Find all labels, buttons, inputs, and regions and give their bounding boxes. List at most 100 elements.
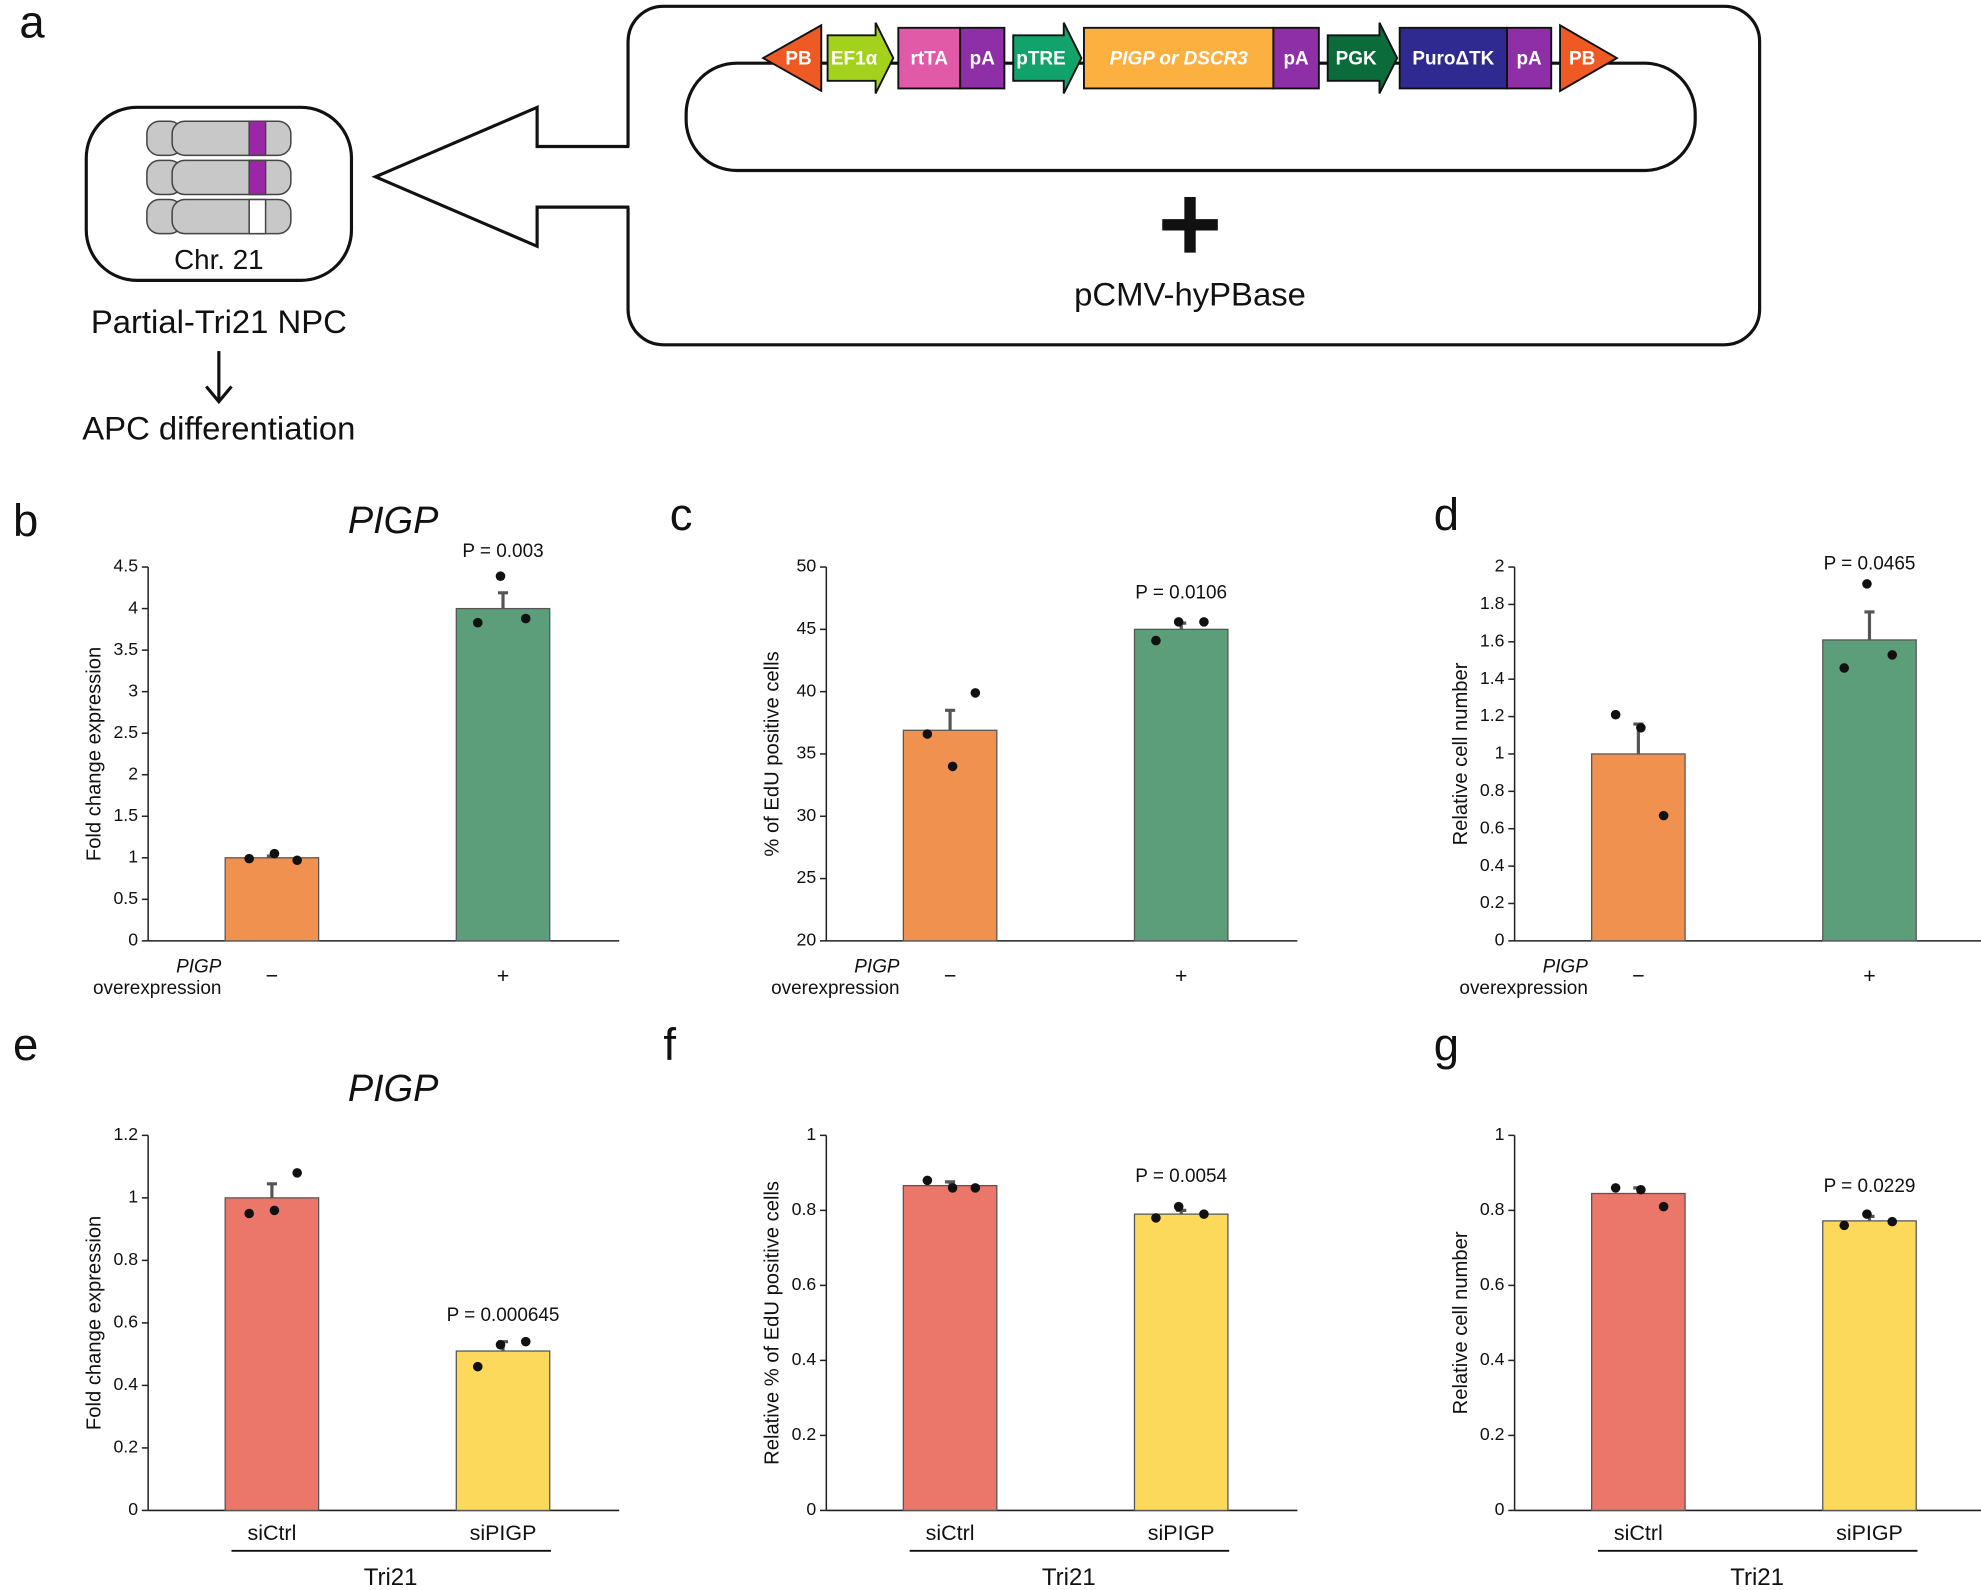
y-tick-label: 2.5 <box>113 722 138 742</box>
vector-element <box>1272 26 1320 90</box>
panel-label: b <box>13 495 38 546</box>
annotation: P = 0.000645 <box>447 1305 560 1326</box>
bar <box>455 1350 551 1512</box>
bar <box>902 1184 998 1512</box>
element-label: pTRE <box>1016 48 1065 69</box>
vector-element <box>761 23 823 93</box>
chart-title: PIGP <box>348 1068 439 1110</box>
vector-element <box>959 26 1006 90</box>
y-tick-label: 0.6 <box>1480 1274 1505 1294</box>
y-tick-label: 0.8 <box>792 1199 817 1219</box>
data-point <box>1839 663 1850 673</box>
y-tick-label: 0.6 <box>113 1312 138 1332</box>
data-point <box>269 1205 280 1216</box>
vector-element <box>1012 22 1083 94</box>
bar <box>1133 628 1229 942</box>
bar <box>1822 1220 1917 1512</box>
down-arrow-head <box>205 385 233 405</box>
annotation: P = 0.0054 <box>1135 1166 1227 1187</box>
y-tick-label: 0.4 <box>113 1374 138 1394</box>
data-point <box>520 1336 531 1347</box>
x-axis-label: overexpression <box>771 978 899 999</box>
y-tick-label: 0 <box>1495 930 1505 950</box>
bar <box>1133 1213 1229 1512</box>
y-axis-label: Fold change expression <box>83 1216 105 1430</box>
data-point <box>1610 1183 1621 1193</box>
data-point <box>1636 722 1646 733</box>
data-point <box>1887 1216 1898 1227</box>
group-label: Tri21 <box>1042 1564 1096 1590</box>
x-tick-label: siCtrl <box>1614 1521 1663 1545</box>
data-point <box>244 853 254 864</box>
x-tick-label: + <box>497 964 510 988</box>
data-point <box>1173 617 1184 627</box>
error-bar <box>497 591 509 609</box>
y-axis-label: Fold change expression <box>83 647 105 861</box>
vector-element <box>1506 26 1553 90</box>
x-tick-label: + <box>1175 964 1188 988</box>
panel-label: c <box>670 489 693 540</box>
x-tick-label: siPIGP <box>1836 1521 1903 1545</box>
data-point <box>922 1175 933 1186</box>
data-point <box>1839 1220 1850 1231</box>
y-tick-label: 40 <box>797 680 817 700</box>
element-label: rtTA <box>910 48 948 69</box>
y-tick-label: 1.8 <box>1480 593 1505 613</box>
x-axis-label: PIGP <box>1543 956 1589 977</box>
error-bar <box>1864 610 1875 640</box>
y-tick-label: 1.6 <box>1480 630 1505 650</box>
cell-label: Partial-Tri21 NPC <box>91 303 347 340</box>
x-axis-label: overexpression <box>93 978 221 999</box>
x-tick-label: siCtrl <box>247 1521 296 1545</box>
x-tick-label: − <box>944 964 957 988</box>
element-label: PB <box>785 48 811 69</box>
y-axis-label: Relative cell number <box>1450 1231 1472 1414</box>
element-label: PIGP or DSCR3 <box>1110 48 1249 69</box>
panel-label: d <box>1434 489 1459 540</box>
error-bar <box>945 708 956 731</box>
data-point <box>1610 709 1621 720</box>
element-label: PB <box>1569 48 1595 69</box>
x-axis-label: PIGP <box>176 956 222 977</box>
y-tick-label: 35 <box>797 743 817 763</box>
y-tick-label: 0.2 <box>792 1424 817 1444</box>
y-tick-label: 0 <box>806 1499 816 1519</box>
data-point <box>1173 1201 1184 1212</box>
data-point <box>1862 579 1872 589</box>
x-tick-label: + <box>1863 964 1876 988</box>
y-tick-label: 0.2 <box>1480 892 1505 912</box>
y-tick-label: 1 <box>1495 743 1505 763</box>
y-tick-label: 0 <box>128 930 138 950</box>
annotation: P = 0.0465 <box>1824 554 1916 575</box>
y-tick-label: 1.5 <box>113 805 138 825</box>
y-tick-label: 4 <box>128 597 138 617</box>
data-point <box>520 613 531 624</box>
error-bar <box>266 1182 277 1198</box>
group-label: Tri21 <box>1730 1564 1784 1590</box>
element-label: PuroΔTK <box>1412 48 1494 69</box>
y-tick-label: 0.4 <box>792 1349 817 1369</box>
element-label: pA <box>970 48 996 69</box>
y-tick-label: 25 <box>797 867 817 887</box>
y-tick-label: 3 <box>128 680 138 700</box>
y-tick-label: 0.6 <box>792 1274 817 1294</box>
y-tick-label: 2 <box>128 763 138 783</box>
y-tick-label: 1 <box>128 846 138 866</box>
vector-element <box>1559 23 1619 93</box>
y-tick-label: 0.8 <box>1480 780 1505 800</box>
data-point <box>495 571 506 581</box>
chromosome-label: Chr. 21 <box>174 244 264 275</box>
y-tick-label: 0.5 <box>113 888 138 908</box>
y-axis-label: Relative % of EdU positive cells <box>762 1181 784 1465</box>
element-label: PGK <box>1336 48 1377 69</box>
element-label: EF1α <box>831 48 878 69</box>
data-point <box>1199 617 1209 627</box>
y-tick-label: 0.4 <box>1480 855 1505 875</box>
x-tick-label: − <box>266 964 279 988</box>
x-tick-label: siPIGP <box>470 1521 537 1545</box>
annotation: P = 0.0106 <box>1135 583 1227 604</box>
data-point <box>1199 1209 1209 1219</box>
vector-element <box>826 22 895 94</box>
y-tick-label: 45 <box>797 618 817 638</box>
annotation: P = 0.0229 <box>1824 1176 1916 1197</box>
